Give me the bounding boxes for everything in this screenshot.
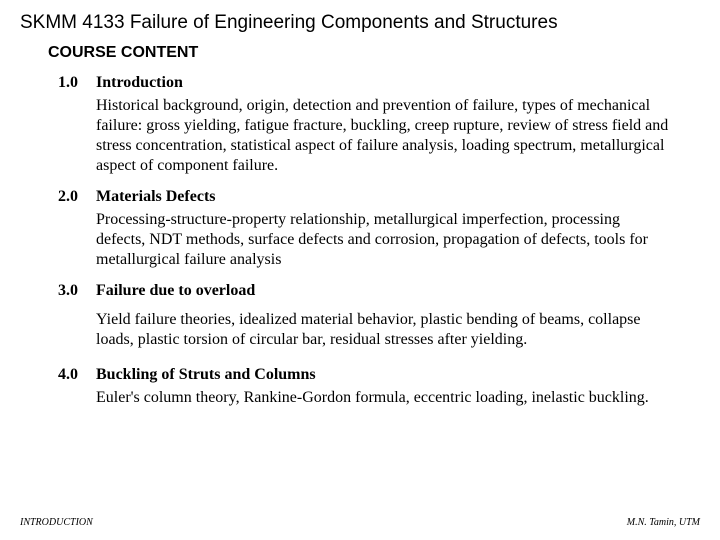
section-3: 3.0 Failure due to overload Yield failur… (58, 282, 670, 350)
section-heading: Introduction (96, 74, 183, 92)
section-2: 2.0 Materials Defects Processing-structu… (58, 188, 670, 270)
section-number: 4.0 (58, 366, 96, 384)
course-subtitle: COURSE CONTENT (48, 44, 700, 62)
footer: INTRODUCTION M.N. Tamin, UTM (20, 517, 700, 528)
section-number: 2.0 (58, 188, 96, 206)
footer-left: INTRODUCTION (20, 517, 93, 528)
course-title: SKMM 4133 Failure of Engineering Compone… (20, 12, 700, 34)
section-body: Historical background, origin, detection… (96, 96, 670, 176)
section-4: 4.0 Buckling of Struts and Columns Euler… (58, 366, 670, 408)
section-1: 1.0 Introduction Historical background, … (58, 74, 670, 176)
section-body: Euler's column theory, Rankine-Gordon fo… (96, 388, 670, 408)
section-heading: Failure due to overload (96, 282, 255, 300)
section-number: 1.0 (58, 74, 96, 92)
section-heading: Materials Defects (96, 188, 216, 206)
section-number: 3.0 (58, 282, 96, 300)
footer-right: M.N. Tamin, UTM (627, 517, 700, 528)
section-body: Yield failure theories, idealized materi… (96, 310, 670, 350)
section-body: Processing-structure-property relationsh… (96, 210, 670, 270)
section-heading: Buckling of Struts and Columns (96, 366, 316, 384)
